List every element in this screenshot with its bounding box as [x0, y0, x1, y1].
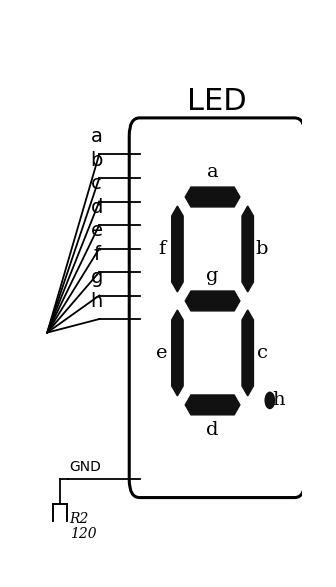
Polygon shape: [242, 206, 253, 292]
Text: g: g: [90, 268, 103, 288]
Text: R2: R2: [70, 512, 89, 527]
Text: GND: GND: [69, 460, 101, 474]
Text: h: h: [272, 392, 285, 409]
Polygon shape: [242, 310, 253, 396]
FancyBboxPatch shape: [129, 118, 305, 498]
Text: d: d: [90, 198, 103, 217]
Polygon shape: [185, 187, 240, 207]
Polygon shape: [172, 206, 183, 292]
Text: h: h: [91, 292, 103, 311]
Text: f: f: [158, 240, 165, 258]
Text: f: f: [93, 245, 100, 264]
Text: g: g: [206, 267, 219, 285]
Bar: [53, 504, 67, 547]
Text: b: b: [90, 151, 103, 170]
Text: c: c: [91, 174, 102, 193]
Text: 120: 120: [70, 527, 96, 541]
Text: LED: LED: [187, 87, 247, 116]
Polygon shape: [185, 291, 240, 311]
Circle shape: [265, 392, 275, 409]
Polygon shape: [172, 310, 183, 396]
Text: b: b: [256, 240, 268, 258]
Text: e: e: [91, 221, 103, 241]
Text: c: c: [257, 344, 267, 362]
Text: a: a: [91, 127, 102, 146]
Text: a: a: [207, 163, 218, 181]
Text: d: d: [206, 421, 219, 438]
Polygon shape: [185, 395, 240, 415]
Text: e: e: [156, 344, 168, 362]
